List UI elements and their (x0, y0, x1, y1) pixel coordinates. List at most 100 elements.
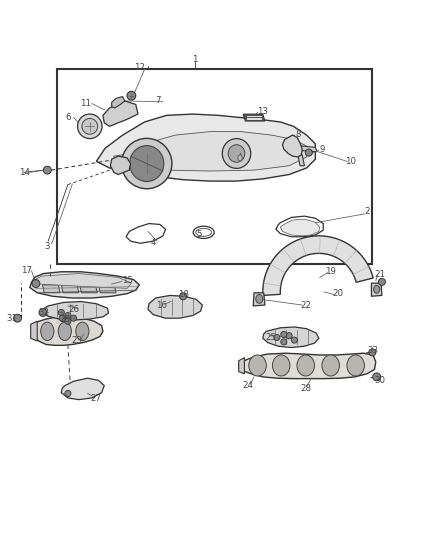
Polygon shape (239, 353, 376, 378)
Ellipse shape (58, 322, 71, 341)
Text: 21: 21 (374, 270, 386, 279)
Polygon shape (283, 135, 302, 157)
Polygon shape (31, 321, 37, 341)
Circle shape (281, 339, 287, 345)
Polygon shape (96, 114, 315, 181)
Ellipse shape (256, 295, 263, 303)
Polygon shape (30, 272, 139, 298)
Text: 23: 23 (71, 336, 82, 345)
Text: 4: 4 (151, 238, 156, 247)
Polygon shape (148, 295, 202, 318)
Ellipse shape (130, 146, 164, 182)
Polygon shape (114, 132, 307, 171)
Circle shape (14, 314, 21, 322)
Text: 24: 24 (242, 381, 253, 390)
Polygon shape (43, 302, 109, 320)
Ellipse shape (322, 355, 339, 376)
Ellipse shape (374, 285, 380, 293)
Text: 19: 19 (325, 267, 336, 276)
Ellipse shape (347, 355, 364, 376)
Text: 20: 20 (332, 289, 344, 298)
Circle shape (71, 315, 77, 321)
Polygon shape (280, 219, 320, 236)
Text: 9: 9 (319, 145, 325, 154)
Ellipse shape (196, 229, 212, 236)
Polygon shape (126, 223, 166, 243)
Ellipse shape (222, 139, 251, 168)
Polygon shape (253, 293, 265, 306)
Ellipse shape (272, 355, 290, 376)
Polygon shape (61, 378, 104, 400)
Polygon shape (371, 283, 382, 296)
Polygon shape (243, 114, 265, 121)
Ellipse shape (193, 226, 214, 238)
Text: 10: 10 (345, 157, 356, 166)
Polygon shape (103, 101, 138, 126)
Circle shape (78, 114, 102, 139)
Ellipse shape (41, 322, 54, 341)
Circle shape (281, 332, 287, 337)
Circle shape (369, 349, 376, 356)
Polygon shape (112, 96, 125, 108)
Circle shape (82, 118, 98, 134)
Circle shape (39, 309, 47, 317)
Text: 1: 1 (192, 55, 198, 64)
Polygon shape (298, 146, 317, 152)
Text: 12: 12 (134, 63, 145, 72)
Polygon shape (298, 155, 304, 166)
Circle shape (127, 91, 136, 100)
Text: 25: 25 (59, 316, 71, 325)
Text: 22: 22 (300, 302, 311, 310)
Ellipse shape (76, 322, 89, 341)
Polygon shape (32, 317, 103, 345)
Circle shape (58, 310, 64, 316)
Ellipse shape (297, 355, 314, 376)
Circle shape (180, 293, 187, 300)
Polygon shape (61, 285, 79, 293)
Circle shape (373, 373, 381, 381)
Text: 25: 25 (265, 333, 276, 342)
Polygon shape (80, 285, 97, 293)
Polygon shape (110, 156, 131, 174)
Text: 3: 3 (45, 243, 50, 251)
Text: 28: 28 (300, 384, 311, 393)
Text: 14: 14 (18, 168, 30, 177)
Circle shape (305, 149, 312, 156)
Text: 32: 32 (38, 308, 49, 317)
Polygon shape (35, 273, 131, 288)
Polygon shape (276, 216, 323, 237)
Circle shape (378, 278, 385, 285)
Polygon shape (99, 285, 116, 293)
Circle shape (291, 337, 297, 343)
Polygon shape (239, 358, 244, 374)
Circle shape (43, 166, 51, 174)
Text: 13: 13 (257, 107, 268, 116)
Text: 31: 31 (7, 314, 18, 322)
Text: 5: 5 (197, 230, 202, 239)
Circle shape (32, 280, 40, 287)
Polygon shape (263, 236, 373, 295)
Circle shape (59, 315, 65, 321)
Text: 2: 2 (364, 207, 370, 216)
Polygon shape (42, 285, 60, 293)
Text: 11: 11 (80, 99, 91, 108)
Ellipse shape (238, 155, 242, 161)
Text: 33: 33 (367, 346, 379, 355)
Text: 16: 16 (155, 301, 167, 310)
Polygon shape (263, 327, 319, 348)
Text: 17: 17 (21, 266, 32, 276)
Circle shape (65, 318, 71, 324)
Text: 8: 8 (295, 130, 300, 139)
Circle shape (274, 334, 280, 341)
Text: 30: 30 (374, 376, 386, 385)
Bar (57, 69, 372, 264)
Circle shape (65, 312, 71, 319)
Ellipse shape (122, 139, 172, 189)
Text: 15: 15 (121, 276, 133, 285)
Text: 7: 7 (155, 96, 160, 106)
Text: 26: 26 (68, 305, 79, 314)
Ellipse shape (228, 145, 245, 162)
Circle shape (286, 333, 292, 339)
Ellipse shape (249, 355, 266, 376)
Text: 18: 18 (177, 290, 189, 299)
